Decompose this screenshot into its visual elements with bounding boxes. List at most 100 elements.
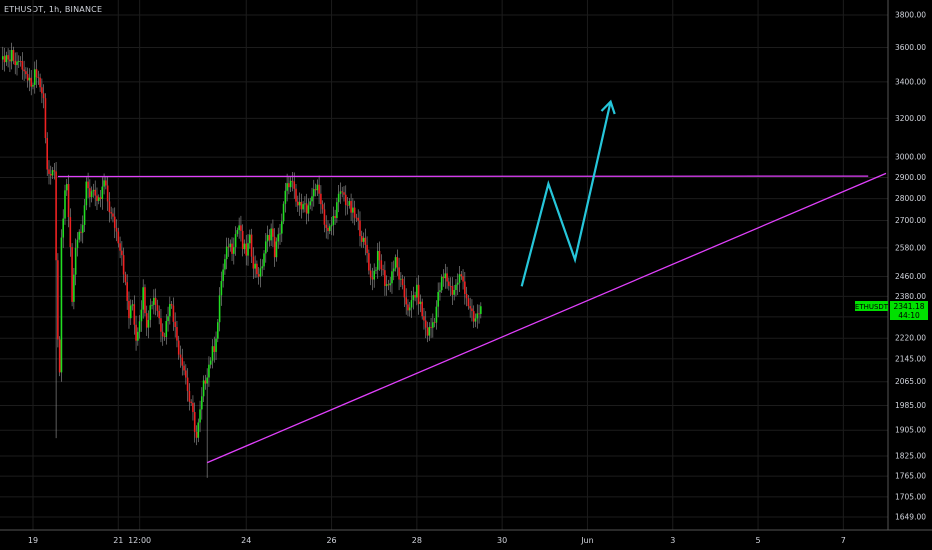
candle-up (385, 284, 388, 286)
candle-down (341, 191, 344, 193)
candle-up (197, 422, 200, 438)
candle-up (280, 221, 283, 234)
candle-down (469, 306, 471, 309)
candle-down (89, 188, 91, 198)
candle-up (28, 77, 31, 81)
candle-down (119, 243, 121, 251)
time-axis-panel[interactable] (0, 530, 932, 550)
candle-down (401, 278, 404, 286)
candle-up (254, 263, 256, 269)
candle-down (49, 173, 52, 176)
candle-up (5, 55, 8, 63)
projection-arrowhead-icon (600, 99, 616, 115)
price-tick-label: 2065.00 (895, 377, 926, 386)
candle-down (250, 234, 253, 257)
candle-down (115, 227, 118, 232)
candle-down (193, 412, 196, 432)
candle-down (334, 216, 336, 218)
candle-down (268, 234, 271, 241)
candle-down (414, 295, 416, 298)
candle-down (96, 195, 98, 201)
candle-down (273, 236, 276, 258)
candle-down (53, 170, 56, 172)
candle-down (124, 274, 127, 283)
candle-up (307, 205, 310, 214)
candle-down (3, 56, 6, 63)
candle-down (460, 274, 463, 277)
last-price-badge[interactable]: ETHUSDT 2341.18 44:10 (855, 301, 928, 320)
candle-up (32, 84, 34, 87)
candle-down (355, 217, 358, 219)
price-tick-label: 3800.00 (895, 11, 926, 20)
candle-down (318, 184, 320, 194)
candle-down (117, 231, 120, 244)
candle-down (160, 318, 162, 332)
candle-up (222, 269, 224, 281)
candle-down (403, 285, 406, 298)
price-tick-label: 2900.00 (895, 173, 926, 182)
candle-down (112, 213, 114, 217)
candle-down (23, 69, 25, 72)
candle-up (263, 253, 265, 267)
candle-up (456, 282, 459, 285)
candle-down (371, 277, 374, 280)
candle-up (282, 203, 285, 222)
drawing-overlays[interactable] (57, 99, 887, 464)
candle-down (108, 201, 111, 213)
time-tick-label: 21 (113, 536, 123, 545)
candle-up (129, 305, 132, 319)
candle-down (300, 201, 303, 210)
candle-down (192, 402, 194, 413)
candle-down (19, 61, 22, 62)
candle-down (472, 311, 475, 322)
candle-down (121, 250, 123, 256)
candle-down (471, 308, 473, 312)
candle-down (35, 69, 38, 78)
price-tick-label: 3400.00 (895, 77, 926, 86)
candle-down (154, 297, 157, 306)
price-axis-panel[interactable] (888, 0, 932, 550)
candle-down (360, 236, 363, 242)
candle-up (169, 304, 171, 317)
candle-up (76, 239, 79, 249)
support-trendline (206, 172, 887, 464)
candle-down (195, 431, 198, 438)
candle-down (245, 243, 248, 256)
candle-up (33, 69, 36, 85)
candle-up (375, 269, 377, 271)
candle-up (90, 191, 93, 198)
candle-up (202, 380, 205, 397)
candle-up (309, 201, 312, 206)
candle-up (428, 326, 431, 336)
candle-down (186, 377, 189, 392)
candle-up (243, 243, 246, 250)
candle-down (296, 201, 299, 206)
candle-down (183, 365, 185, 371)
candle-down (359, 220, 361, 237)
candle-down (7, 55, 9, 60)
candle-down (327, 227, 329, 232)
candle-up (247, 243, 249, 256)
candle-down (407, 304, 409, 311)
candle-up (412, 295, 415, 301)
candle-down (426, 327, 429, 336)
candle-up (444, 273, 447, 279)
candle-up (391, 271, 393, 284)
candle-down (257, 274, 260, 277)
symbol-label: ETHUSDT, 1h, BINANCE (4, 5, 103, 14)
candle-up (394, 257, 397, 269)
candle-down (231, 243, 233, 254)
time-tick-label: Jun (580, 536, 594, 545)
candle-down (213, 346, 216, 352)
candle-down (177, 340, 180, 355)
candle-up (101, 186, 104, 200)
candle-down (67, 184, 70, 218)
time-tick-label: 30 (497, 536, 507, 545)
candle-up (62, 218, 65, 238)
candle-down (145, 313, 148, 328)
candle-down (179, 354, 182, 358)
candle-up (249, 234, 251, 244)
price-tick-label: 3000.00 (895, 153, 926, 162)
